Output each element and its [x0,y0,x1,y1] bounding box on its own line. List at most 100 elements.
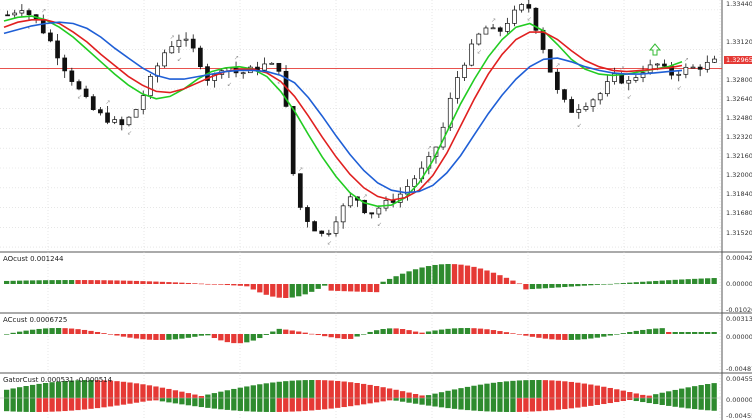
ac-histogram-bar [503,332,510,334]
fractal-arrow-up: ↗ [234,55,239,62]
gator-lower-bar [646,398,652,404]
gator-lower-bar [29,398,36,412]
gator-lower-bar [601,398,607,405]
gator-lower-bar [198,398,205,408]
ao-histogram-bar [179,282,185,284]
ac-histogram-bar [68,328,75,334]
ac-histogram-bar [477,328,484,334]
gator-lower-bar [218,398,224,410]
gator-lower-bar [68,398,75,411]
ac-histogram-bar [425,331,432,334]
gator-upper-bar [166,388,172,398]
gator-lower-bar [477,398,484,412]
ac-histogram-bar [36,328,42,334]
price-tick: 1.32640 [726,95,752,103]
gator-lower-bar [146,398,153,401]
gator-upper-bar [555,380,562,398]
candle-body [590,99,596,107]
ao-histogram-bar [419,267,425,284]
gator-lower-bar [81,398,88,410]
gator-upper-bar [146,385,153,398]
gator-upper-bar [361,383,367,398]
gator-upper-bar [127,382,133,398]
gator-upper-bar [646,395,652,398]
ao-histogram-bar [335,284,341,291]
ac-histogram-bar [166,334,172,340]
ac-histogram-bar [588,334,594,339]
gator-lower-bar [322,398,328,410]
gator-upper-bar [179,391,185,398]
ao-histogram-bar [523,284,529,290]
ao-histogram-bar [698,278,704,284]
gator-upper-bar [523,380,529,398]
ao-histogram-bar [16,280,23,284]
gator-upper-bar [276,381,282,398]
ao-histogram-bar [55,280,62,284]
gator-lower-bar [192,398,198,407]
ao-histogram-bar [711,278,717,284]
ao-histogram-bar [257,284,263,293]
candle-body [455,77,460,99]
ac-histogram-bar [542,334,549,339]
ac-histogram-bar [659,328,665,334]
ao-histogram-bar [140,281,146,284]
ao-histogram-bar [432,264,438,284]
ac-histogram-bar [536,334,542,338]
candle-body [176,39,182,47]
ac-histogram-bar [185,334,192,338]
fractal-arrow-down: ↙ [127,129,132,136]
gator-upper-bar [36,383,42,398]
gator-upper-bar [302,380,308,398]
ac-histogram-bar [373,330,380,334]
gator-upper-bar [283,381,289,398]
gator-upper-bar [458,388,464,398]
candle-body [640,72,646,78]
gator-upper-bar [23,386,29,398]
gator-lower-bar [361,398,367,405]
gator-lower-bar [75,398,81,411]
ma-line-red [3,18,683,201]
ac-histogram-bar [529,334,536,337]
gator-lower-bar [185,398,192,406]
ao-histogram-bar [653,280,659,284]
gator-upper-bar [614,389,620,398]
gator-lower-bar [62,398,68,412]
candle-body [40,19,46,34]
ao-pane-label: AOcust 0.001244 [3,255,64,263]
ac-histogram-bar [322,334,328,337]
gator-upper-bar [328,380,334,398]
ac-histogram-bar [458,328,464,334]
ma-line-blue [3,21,683,194]
ac-histogram-bar [341,334,347,339]
ao-histogram-bar [270,284,276,297]
gator-upper-bar [205,394,211,398]
ac-histogram-bar [640,329,646,334]
candle-body [262,63,267,71]
gator-lower-bar [166,398,172,403]
ao-histogram-bar [36,280,42,284]
gator-upper-bar [399,391,406,398]
gator-lower-bar [101,398,107,408]
ao-histogram-bar [68,280,75,284]
gator-lower-bar [425,398,432,406]
ac-histogram-bar [406,330,412,334]
ac-histogram-bar [666,332,672,334]
gator-lower-bar [16,398,23,412]
ao-histogram-bar [322,284,328,286]
gator-lower-bar [542,398,549,411]
gator-lower-bar [49,398,55,412]
candle-body [319,230,325,234]
gator-lower-bar [705,398,711,411]
candle-body [562,89,567,100]
ac-histogram-bar [16,331,23,334]
candle-body [469,43,475,66]
ac-pane-label: ACcust 0.0006725 [3,316,68,324]
fractal-arrow-down: ↙ [677,84,682,91]
candle-body [198,47,203,67]
gator-lower-bar [10,398,16,412]
ac-axis-min: -0.0048781 [726,365,752,373]
ac-histogram-bar [29,329,36,334]
ac-histogram-bar [10,332,16,334]
